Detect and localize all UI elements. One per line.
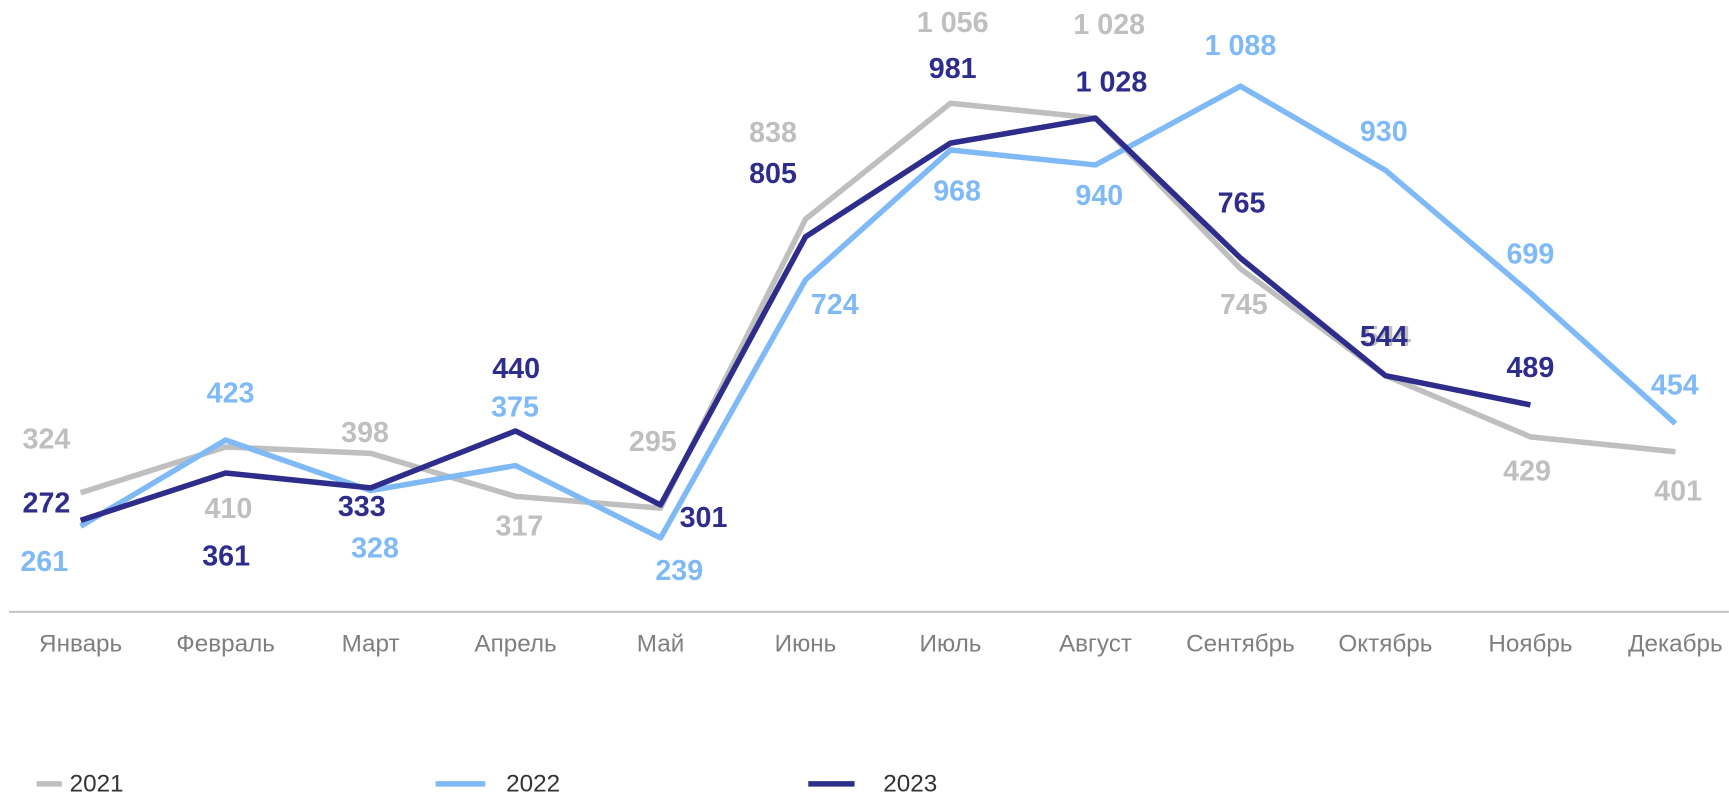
x-tick-label: Август xyxy=(1059,630,1132,657)
data-label: 489 xyxy=(1506,352,1554,384)
data-label: 745 xyxy=(1220,289,1268,321)
data-label: 375 xyxy=(491,392,539,424)
data-label: 724 xyxy=(811,289,859,321)
line xyxy=(79,83,1678,541)
data-label: 324 xyxy=(23,424,71,456)
data-label: 1 056 xyxy=(917,7,989,39)
data-label: 838 xyxy=(749,117,797,149)
data-label: 295 xyxy=(629,426,677,458)
x-tick-label: Июнь xyxy=(775,630,837,657)
data-label: 272 xyxy=(23,488,71,520)
data-label: 544 xyxy=(1363,321,1411,353)
legend-label: 2023 xyxy=(883,770,937,796)
data-label: 401 xyxy=(1654,475,1702,507)
x-tick-label: Июль xyxy=(920,630,982,657)
line xyxy=(79,115,1531,523)
data-label: 968 xyxy=(933,176,981,208)
x-tick-label: Январь xyxy=(39,630,122,657)
data-label: 981 xyxy=(929,53,977,85)
data-label: 765 xyxy=(1218,188,1266,220)
data-label: 940 xyxy=(1075,180,1123,212)
x-tick-label: Октябрь xyxy=(1338,630,1432,657)
x-tick-label: Май xyxy=(637,630,685,657)
data-label: 261 xyxy=(20,546,68,578)
data-label: 317 xyxy=(496,511,544,543)
x-tick-label: Апрель xyxy=(474,630,556,657)
x-tick-label: Сентябрь xyxy=(1186,630,1295,657)
data-label: 429 xyxy=(1503,456,1551,488)
data-label: 333 xyxy=(338,491,386,523)
data-label: 805 xyxy=(749,158,797,190)
data-label: 1 088 xyxy=(1205,30,1277,62)
data-label: 930 xyxy=(1360,116,1408,148)
data-label: 301 xyxy=(680,502,728,534)
data-label: 544 xyxy=(1360,321,1408,353)
data-label: 423 xyxy=(207,377,255,409)
data-label: 361 xyxy=(202,540,250,572)
x-tick-label: Декабрь xyxy=(1628,630,1723,657)
legend-label: 2021 xyxy=(70,770,124,796)
data-label: 398 xyxy=(341,417,389,449)
x-tick-label: Февраль xyxy=(176,630,275,657)
data-label: 440 xyxy=(492,353,540,385)
data-label: 699 xyxy=(1506,238,1554,270)
data-label: 410 xyxy=(204,493,252,525)
data-label: 239 xyxy=(655,555,703,587)
data-label: 1 028 xyxy=(1076,66,1148,98)
data-label: 1 028 xyxy=(1073,9,1145,41)
legend-label: 2022 xyxy=(506,770,560,796)
data-label: 328 xyxy=(351,533,399,565)
data-label: 454 xyxy=(1651,370,1699,402)
line xyxy=(79,100,1676,511)
x-tick-label: Ноябрь xyxy=(1488,630,1572,657)
x-tick-label: Март xyxy=(342,630,400,657)
